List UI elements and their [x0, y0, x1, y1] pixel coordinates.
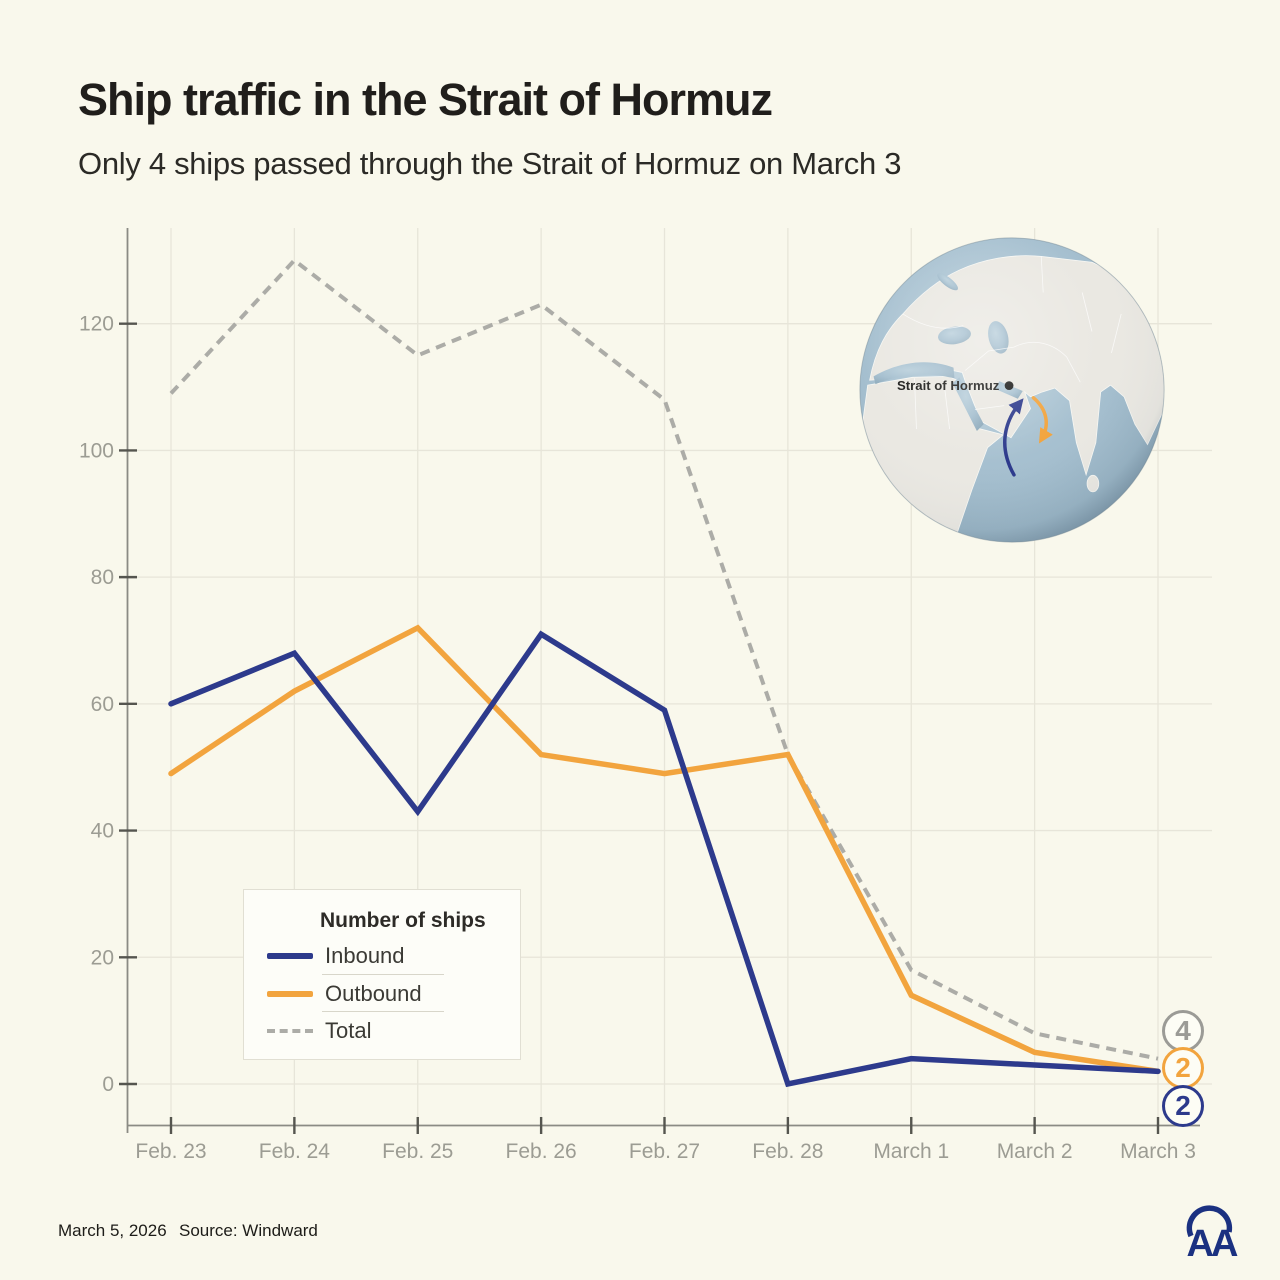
x-axis-label: Feb. 28 — [752, 1140, 823, 1163]
y-axis-label: 100 — [79, 439, 114, 462]
globe-rim — [859, 237, 1165, 543]
x-axis-label: Feb. 27 — [629, 1140, 700, 1163]
page-title: Ship traffic in the Strait of Hormuz — [78, 74, 773, 125]
y-axis-label: 40 — [91, 820, 114, 843]
x-axis-label: Feb. 25 — [382, 1140, 453, 1163]
y-axis-label: 0 — [102, 1073, 114, 1096]
footer-date: March 5, 2026 — [58, 1221, 167, 1240]
end-value-badge-outbound: 2 — [1162, 1047, 1204, 1089]
x-axis-label: March 3 — [1120, 1140, 1196, 1163]
legend-label-total: Total — [325, 1018, 372, 1043]
legend-divider — [322, 974, 444, 975]
legend-label-inbound: Inbound — [325, 943, 405, 968]
aa-logo: AA — [1186, 1205, 1241, 1262]
globe-inset: Strait of Hormuz — [859, 237, 1165, 543]
y-axis-label: 80 — [91, 566, 114, 589]
series-line-inbound — [168, 630, 1161, 1088]
legend-title: Number of ships — [320, 909, 486, 932]
legend-divider — [322, 1011, 444, 1012]
y-axis-label: 120 — [79, 313, 114, 336]
y-axis-label: 60 — [91, 693, 114, 716]
globe-shading — [859, 237, 1165, 543]
chart-series — [168, 257, 1161, 1088]
x-axis-label: March 1 — [873, 1140, 949, 1163]
end-value-badge-total: 4 — [1162, 1010, 1204, 1052]
chart-axis-labels: 0 20 40 60 80 100 120 Feb. 23 Feb. 24 Feb. 25 Feb.… — [79, 313, 1196, 1163]
chart-axes — [119, 228, 1200, 1134]
y-axis-label: 20 — [91, 946, 114, 969]
page-subtitle: Only 4 ships passed through the Strait o… — [78, 146, 902, 181]
logo-letters: AA — [1187, 1223, 1238, 1262]
legend-swatch-inbound — [267, 953, 313, 959]
end-value-badge-inbound: 2 — [1162, 1085, 1204, 1127]
chart-legend: Number of ships Inbound Outbound Total — [243, 889, 521, 1060]
x-axis-label: Feb. 26 — [506, 1140, 577, 1163]
x-axis-label: Feb. 23 — [135, 1140, 206, 1163]
legend-swatch-outbound — [267, 991, 313, 997]
footer-source: Source: Windward — [179, 1221, 318, 1240]
legend-label-outbound: Outbound — [325, 981, 422, 1006]
x-axis-label: Feb. 24 — [259, 1140, 331, 1163]
x-axis-label: March 2 — [997, 1140, 1073, 1163]
series-line-outbound — [168, 624, 1161, 1075]
logo-arc-icon — [1186, 1205, 1233, 1238]
legend-swatch-total — [267, 1029, 313, 1033]
